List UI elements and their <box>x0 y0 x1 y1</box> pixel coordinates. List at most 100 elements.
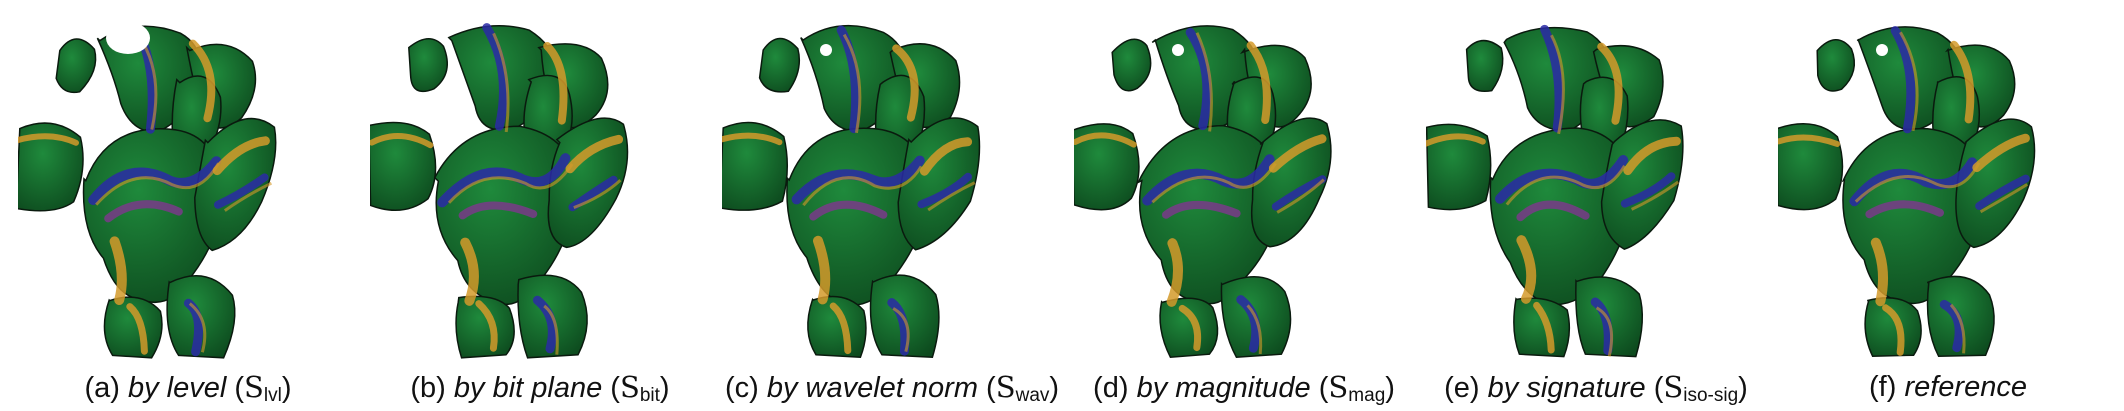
color-band <box>1865 200 1944 219</box>
caption-a: (a) by level (Slvl) <box>0 370 378 405</box>
color-band <box>1516 200 1590 222</box>
caption-method: by magnitude <box>1136 372 1311 404</box>
caption-symbol: S <box>995 370 1016 404</box>
surface-top-left-fragment <box>1111 38 1152 92</box>
caption-symbol-group: (Sbit) <box>610 370 670 406</box>
caption-symbol-group: (Slvl) <box>234 370 292 406</box>
isosurface-render-b <box>370 23 629 359</box>
color-band <box>1975 174 2030 210</box>
caption-subscript: wav <box>1015 385 1050 406</box>
panel-d: (d) by magnitude (Smag) <box>1074 0 1414 411</box>
surface-left-edge-lobe <box>18 122 84 212</box>
color-band <box>1778 134 1841 147</box>
color-band <box>1166 238 1183 307</box>
color-band-halo <box>188 302 207 353</box>
color-band-halo <box>927 181 976 212</box>
surface-bottom-center-lobe <box>807 295 867 358</box>
caption-symbol: S <box>1328 370 1349 404</box>
color-band <box>1516 235 1537 304</box>
color-band <box>568 175 618 212</box>
surface-left-edge-lobe <box>370 121 437 212</box>
caption-method: by bit plane <box>453 372 603 404</box>
color-band <box>88 156 222 205</box>
surface-right-body <box>897 117 981 251</box>
color-band <box>1246 41 1271 124</box>
panel-a: (a) by level (Slvl) <box>18 0 358 411</box>
color-band <box>1620 172 1676 208</box>
color-band <box>565 134 624 174</box>
color-band-halo <box>842 33 862 134</box>
surface-top-left-fragment <box>758 37 801 93</box>
color-band <box>482 23 508 131</box>
color-band <box>1870 237 1889 307</box>
color-band-halo <box>1949 303 1966 354</box>
color-band-halo <box>492 32 510 133</box>
surface-bottom-center-lobe <box>1864 297 1922 357</box>
caption-method: by wavelet norm <box>766 372 978 404</box>
isosurface-render-d <box>1074 25 1332 358</box>
color-band-halo <box>892 307 910 352</box>
isosurface-render-c <box>722 24 981 358</box>
caption-letter: (c) <box>724 372 759 404</box>
color-band <box>532 295 557 354</box>
color-band-halo <box>1854 162 1981 203</box>
color-band-halo <box>1246 304 1263 355</box>
caption-letter: (a) <box>84 372 120 404</box>
surface-hole <box>106 22 150 54</box>
color-band <box>813 235 831 305</box>
color-band <box>1178 304 1202 352</box>
color-band <box>1849 157 1978 207</box>
surface-left-edge-lobe <box>722 121 789 211</box>
caption-subscript: mag <box>1348 385 1386 406</box>
caption-c: (c) by wavelet norm (Swav) <box>702 370 1082 405</box>
panel-c: (c) by wavelet norm (Swav) <box>722 0 1062 411</box>
surface-bottom-center-lobe <box>1159 297 1219 358</box>
color-band <box>1939 299 1964 353</box>
color-band-halo <box>802 165 923 207</box>
caption-b: (b) by bit plane (Sbit) <box>350 370 730 405</box>
color-band <box>791 155 925 205</box>
color-band <box>370 133 434 149</box>
panel-e: (e) by signature (Siso-sig) <box>1426 0 1766 411</box>
surface-top-left-fragment <box>1816 39 1855 92</box>
surface-right-body <box>1251 117 1332 248</box>
color-band <box>212 136 270 176</box>
surface-hole <box>1876 44 1888 56</box>
color-band <box>1623 136 1681 176</box>
caption-symbol-group: (Smag) <box>1318 370 1395 406</box>
surface-left-edge-lobe <box>1074 123 1140 211</box>
color-band <box>1950 40 1975 124</box>
panel-f: (f) reference <box>1778 0 2118 411</box>
caption-f: (f) reference <box>1758 370 2124 404</box>
surface-top-left-fragment <box>408 38 448 93</box>
color-band-halo <box>223 181 273 212</box>
color-band <box>892 44 919 122</box>
color-band <box>1597 42 1623 125</box>
color-band <box>1074 132 1137 148</box>
isosurface-render-e <box>1426 24 1684 358</box>
color-band <box>829 302 852 355</box>
surface-right-body <box>547 117 629 249</box>
caption-d: (d) by magnitude (Smag) <box>1054 370 1434 405</box>
surface-top-left-fragment <box>55 38 97 94</box>
surface-left-edge-lobe <box>1426 123 1492 211</box>
isosurface-render-f <box>1778 26 2036 357</box>
color-band-halo <box>1276 178 1325 214</box>
color-band <box>475 300 498 352</box>
color-band-halo <box>95 162 220 206</box>
color-band <box>1540 24 1564 133</box>
color-band <box>543 42 568 125</box>
caption-e: (e) by signature (Siso-sig) <box>1406 370 1786 405</box>
color-band-halo <box>1151 162 1277 204</box>
color-band <box>1162 200 1241 219</box>
color-band <box>1271 175 1327 211</box>
color-band <box>887 298 910 356</box>
surface-hole <box>820 44 832 56</box>
color-band <box>809 200 888 221</box>
color-band-halo <box>1899 31 1919 132</box>
caption-letter: (d) <box>1093 372 1129 404</box>
caption-method: by level <box>127 372 227 404</box>
color-band <box>917 172 972 209</box>
color-band-halo <box>1595 306 1614 357</box>
